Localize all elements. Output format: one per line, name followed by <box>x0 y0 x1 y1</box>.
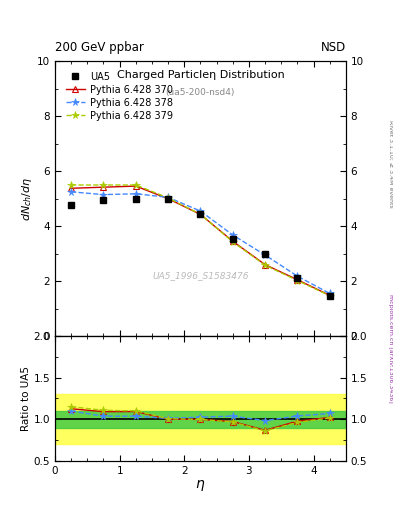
Text: 200 GeV ppbar: 200 GeV ppbar <box>55 41 144 54</box>
Pythia 6.428 378 <box>166 194 171 200</box>
Pythia 6.428 379 <box>327 292 332 298</box>
Pythia 6.428 379 <box>101 182 106 188</box>
Pythia 6.428 370 <box>69 185 73 191</box>
Pythia 6.428 378 <box>327 290 332 296</box>
UA5 <box>166 196 171 202</box>
Text: mcplots.cern.ch [arXiv:1306.3436]: mcplots.cern.ch [arXiv:1306.3436] <box>388 294 393 402</box>
Y-axis label: Ratio to UA5: Ratio to UA5 <box>21 366 31 431</box>
Line: Pythia 6.428 370: Pythia 6.428 370 <box>68 183 333 298</box>
UA5 <box>101 197 106 203</box>
UA5 <box>263 250 267 257</box>
Text: Rivet 3.1.10; ≥ 3.4M events: Rivet 3.1.10; ≥ 3.4M events <box>388 120 393 208</box>
Pythia 6.428 379 <box>263 262 267 268</box>
Pythia 6.428 370 <box>134 183 138 189</box>
Pythia 6.428 378 <box>134 190 138 197</box>
Pythia 6.428 370 <box>101 184 106 190</box>
Text: (ua5-200-nsd4): (ua5-200-nsd4) <box>166 88 235 97</box>
Pythia 6.428 370 <box>198 211 203 218</box>
Pythia 6.428 370 <box>295 276 300 283</box>
Pythia 6.428 378 <box>69 189 73 195</box>
Pythia 6.428 379 <box>198 211 203 218</box>
Pythia 6.428 378 <box>101 191 106 198</box>
Legend: UA5, Pythia 6.428 370, Pythia 6.428 378, Pythia 6.428 379: UA5, Pythia 6.428 370, Pythia 6.428 378,… <box>66 72 173 120</box>
UA5 <box>327 293 332 299</box>
X-axis label: $\eta$: $\eta$ <box>195 478 206 494</box>
Pythia 6.428 379 <box>166 195 171 201</box>
UA5 <box>230 236 235 242</box>
UA5 <box>69 202 73 208</box>
UA5 <box>134 196 138 202</box>
Text: UA5_1996_S1583476: UA5_1996_S1583476 <box>152 271 249 280</box>
Pythia 6.428 378 <box>295 273 300 279</box>
Pythia 6.428 378 <box>263 252 267 258</box>
Text: NSD: NSD <box>321 41 346 54</box>
Pythia 6.428 378 <box>198 208 203 214</box>
Pythia 6.428 370 <box>166 196 171 202</box>
Line: Pythia 6.428 378: Pythia 6.428 378 <box>67 188 334 297</box>
Text: Charged Particleη Distribution: Charged Particleη Distribution <box>117 70 284 80</box>
Pythia 6.428 379 <box>230 239 235 245</box>
Pythia 6.428 370 <box>230 238 235 244</box>
Line: Pythia 6.428 379: Pythia 6.428 379 <box>67 181 334 300</box>
Pythia 6.428 379 <box>295 278 300 284</box>
UA5 <box>198 211 203 217</box>
Pythia 6.428 379 <box>134 182 138 188</box>
Pythia 6.428 379 <box>69 182 73 188</box>
Y-axis label: $dN_{ch}/d\eta$: $dN_{ch}/d\eta$ <box>20 177 34 221</box>
UA5 <box>295 275 300 282</box>
Line: UA5: UA5 <box>68 196 333 300</box>
Pythia 6.428 378 <box>230 232 235 238</box>
Pythia 6.428 370 <box>327 292 332 298</box>
Pythia 6.428 370 <box>263 262 267 268</box>
